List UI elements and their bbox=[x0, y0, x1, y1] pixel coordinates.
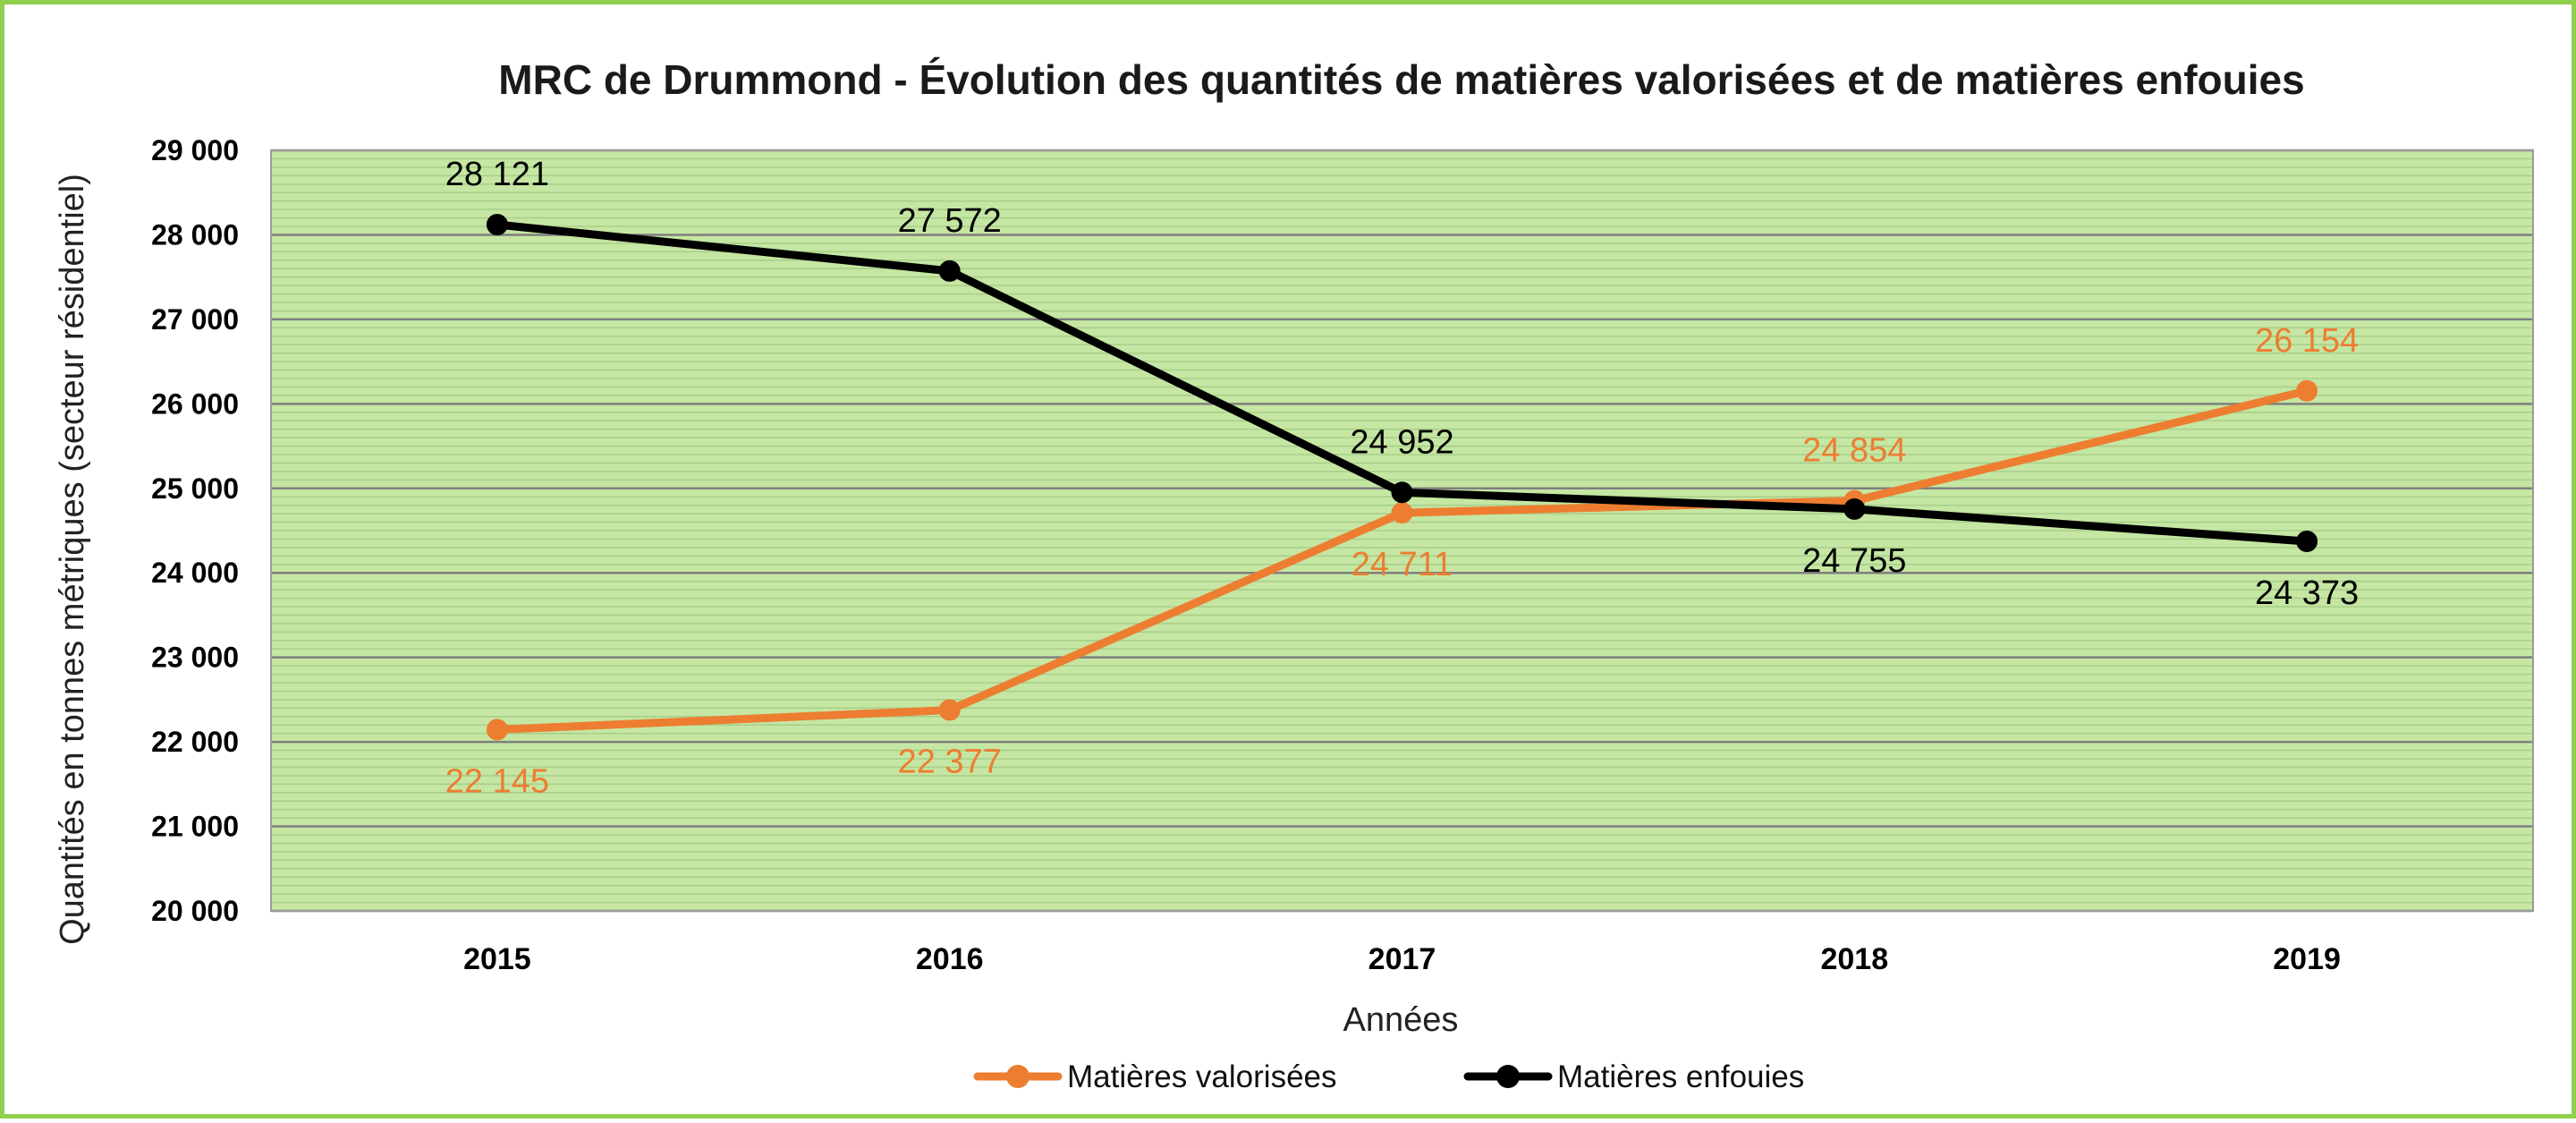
line-chart: MRC de Drummond - Évolution des quantité… bbox=[54, 56, 2534, 1094]
data-label: 24 711 bbox=[1352, 546, 1453, 583]
legend-item: Matières enfouies bbox=[1463, 1059, 1804, 1094]
x-axis-label: Années bbox=[1343, 1001, 1459, 1039]
x-axis: 2015 2016 2017 2018 2019 bbox=[463, 942, 2341, 976]
legend-item: Matières valorisées bbox=[973, 1059, 1337, 1094]
y-tick-label: 22 000 bbox=[151, 726, 239, 758]
data-point bbox=[486, 719, 508, 741]
data-label: 24 373 bbox=[2255, 574, 2359, 612]
data-label: 28 121 bbox=[445, 156, 549, 193]
data-point bbox=[2296, 530, 2318, 552]
data-point bbox=[2296, 379, 2318, 402]
data-point bbox=[1391, 481, 1413, 504]
legend-marker bbox=[1006, 1065, 1030, 1088]
plot-border bbox=[270, 149, 2534, 912]
y-tick-label: 26 000 bbox=[151, 387, 239, 420]
data-label: 26 154 bbox=[2255, 322, 2359, 360]
y-tick-label: 21 000 bbox=[151, 811, 239, 843]
series-layer: 22 145 22 377 24 711 24 854 26 154 28 121 27 5… bbox=[445, 156, 2359, 800]
legend-label: Matières enfouies bbox=[1557, 1059, 1804, 1094]
y-tick-label: 27 000 bbox=[151, 303, 239, 336]
legend: Matières valorisées Matières enfouies bbox=[973, 1059, 1804, 1094]
data-label: 24 952 bbox=[1350, 423, 1453, 461]
x-tick-label: 2018 bbox=[1820, 942, 1888, 976]
x-tick-label: 2015 bbox=[463, 942, 531, 976]
data-label: 22 377 bbox=[898, 744, 1002, 781]
data-point bbox=[938, 259, 961, 282]
y-tick-label: 23 000 bbox=[151, 642, 239, 674]
chart-title: MRC de Drummond - Évolution des quantité… bbox=[498, 56, 2304, 103]
y-tick-label: 28 000 bbox=[151, 218, 239, 251]
data-point bbox=[1391, 502, 1413, 524]
x-tick-label: 2017 bbox=[1368, 942, 1436, 976]
data-point bbox=[1843, 498, 1866, 520]
data-label: 27 572 bbox=[898, 202, 1002, 240]
series-matieres-enfouies: 28 121 27 572 24 952 24 755 24 373 bbox=[445, 156, 2359, 612]
data-label: 24 854 bbox=[1802, 432, 1906, 470]
x-tick-label: 2019 bbox=[2273, 942, 2341, 976]
data-point bbox=[938, 699, 961, 721]
y-tick-label: 20 000 bbox=[151, 895, 239, 927]
data-label: 22 145 bbox=[445, 762, 549, 800]
data-point bbox=[486, 214, 508, 236]
series-matieres-valorisees: 22 145 22 377 24 711 24 854 26 154 bbox=[445, 322, 2359, 801]
data-label: 24 755 bbox=[1802, 542, 1906, 580]
legend-marker bbox=[1496, 1065, 1520, 1088]
y-axis-label: Quantités en tonnes métriques (secteur r… bbox=[54, 174, 91, 945]
y-tick-label: 25 000 bbox=[151, 472, 239, 505]
x-tick-label: 2016 bbox=[916, 942, 984, 976]
y-tick-label: 24 000 bbox=[151, 557, 239, 589]
y-tick-label: 29 000 bbox=[151, 134, 239, 166]
legend-label: Matières valorisées bbox=[1067, 1059, 1337, 1094]
y-axis: 20 000 21 000 22 000 23 000 24 000 25 000 26 0… bbox=[151, 134, 239, 927]
